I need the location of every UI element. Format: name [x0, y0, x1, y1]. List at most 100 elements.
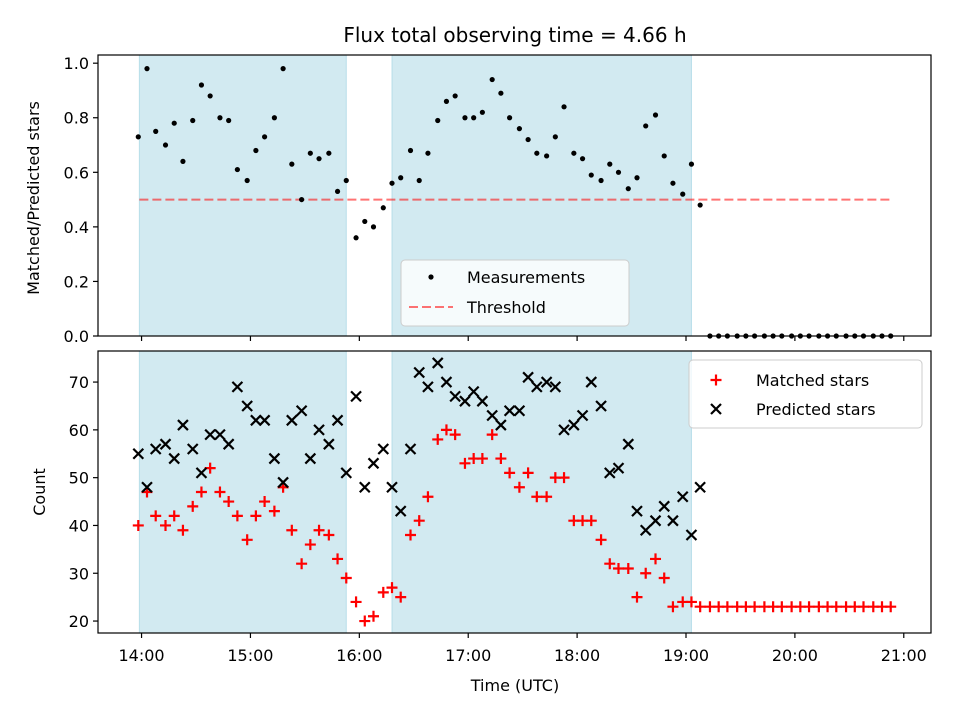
bottom-y-axis-label: Count: [30, 468, 49, 516]
data-point: [168, 452, 180, 465]
data-point: [534, 150, 540, 156]
data-point: [431, 357, 444, 369]
data-point: [507, 115, 513, 121]
data-point: [405, 529, 417, 541]
data-point: [622, 562, 634, 574]
data-point: [323, 438, 335, 450]
data-point: [522, 371, 534, 384]
data-point: [449, 390, 461, 403]
data-point: [258, 414, 271, 427]
data-point: [331, 414, 344, 427]
y-tick-label: 60: [69, 421, 89, 440]
data-point: [658, 500, 670, 513]
data-point: [676, 491, 689, 503]
data-point: [667, 514, 679, 527]
chart-title: Flux total observing time = 4.66 h: [343, 23, 686, 47]
data-point: [186, 443, 199, 455]
data-point: [295, 404, 308, 417]
data-point: [141, 481, 153, 493]
data-point: [214, 428, 226, 441]
data-point: [452, 93, 458, 99]
data-point: [262, 134, 268, 140]
y-tick-label: 0.6: [64, 163, 89, 182]
data-point: [343, 177, 349, 184]
data-point: [549, 381, 562, 393]
data-point: [467, 385, 480, 398]
y-tick-label: 0.4: [64, 218, 89, 237]
data-point: [749, 601, 761, 613]
data-point: [643, 123, 649, 129]
data-point: [489, 76, 495, 83]
data-point: [558, 424, 570, 436]
legend-label: Measurements: [467, 268, 585, 287]
data-point: [634, 175, 640, 181]
data-point: [440, 376, 453, 388]
data-point: [149, 443, 162, 455]
data-point: [132, 447, 145, 460]
data-point: [195, 486, 207, 498]
data-point: [443, 98, 450, 104]
data-point: [579, 156, 586, 162]
x-axis-label: Time (UTC): [470, 676, 559, 695]
data-point: [370, 224, 377, 230]
data-point: [359, 481, 371, 493]
x-tick-label: 16:00: [336, 646, 382, 665]
data-point: [177, 524, 189, 536]
data-point: [150, 510, 162, 522]
data-point: [422, 491, 434, 503]
data-point: [413, 515, 425, 527]
data-point: [304, 452, 317, 465]
data-point: [495, 453, 507, 465]
data-point: [250, 414, 262, 427]
data-point: [268, 452, 281, 465]
data-point: [159, 438, 172, 450]
data-point: [688, 161, 695, 167]
data-point: [622, 438, 635, 450]
data-point: [615, 169, 622, 175]
data-point: [721, 601, 733, 613]
data-point: [503, 404, 516, 417]
data-point: [649, 514, 662, 527]
data-point: [504, 467, 516, 479]
data-point: [323, 529, 335, 541]
data-point: [680, 191, 686, 197]
data-point: [640, 567, 652, 579]
data-point: [241, 534, 253, 546]
data-point: [685, 596, 697, 608]
y-tick-label: 40: [69, 516, 89, 535]
top-y-axis-label: Matched/Predicted stars: [24, 101, 43, 295]
data-point: [561, 104, 567, 110]
data-point: [198, 82, 205, 88]
data-point: [697, 202, 703, 208]
data-point: [307, 150, 313, 156]
data-point: [226, 117, 232, 124]
data-point: [367, 610, 379, 622]
y-tick-label: 0.8: [64, 109, 89, 128]
data-point: [286, 524, 298, 536]
data-point: [367, 457, 380, 470]
y-tick-label: 0.2: [64, 272, 89, 291]
data-point: [540, 376, 553, 388]
data-point: [631, 591, 643, 603]
data-point: [885, 601, 897, 613]
data-point: [498, 90, 504, 96]
data-point: [607, 161, 613, 167]
data-point: [459, 457, 471, 469]
data-point: [214, 486, 226, 498]
panel-frame: [97, 350, 932, 634]
y-tick-label: 30: [69, 564, 89, 583]
data-point: [231, 510, 243, 522]
series-matched-stars: [132, 424, 897, 627]
data-point: [268, 505, 280, 517]
data-point: [404, 443, 417, 455]
data-point: [359, 615, 371, 627]
data-point: [558, 472, 570, 484]
data-point: [625, 186, 631, 192]
data-point: [180, 158, 186, 164]
x-tick-label: 20:00: [772, 646, 818, 665]
data-point: [389, 180, 395, 186]
data-point: [190, 117, 196, 124]
data-point: [204, 428, 216, 441]
data-point: [685, 529, 698, 541]
